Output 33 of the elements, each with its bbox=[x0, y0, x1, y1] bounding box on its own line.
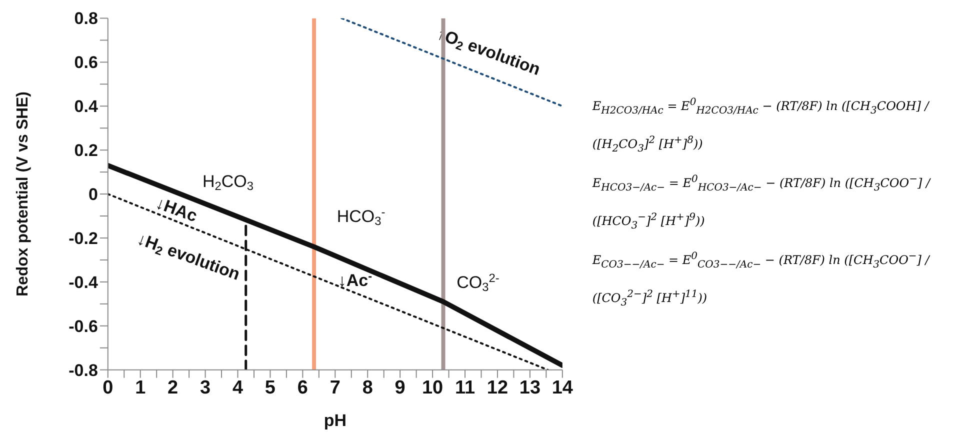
x-tick-label: 12 bbox=[486, 377, 508, 398]
line-series bbox=[108, 162, 562, 368]
y-tick-label: 0.8 bbox=[74, 9, 98, 28]
text: E$_{CO3−−/Ac−}$ = E$^{0}$$_{CO3−−/Ac−}$ − (RT/8F) ln ([CH$_{3}$COO$^{−}$] / ([CO$_{3}$$^{2−}$]$^{2}$ [H$^{+}$]$^{11}$)) bbox=[592, 250, 930, 308]
x-tick-label: 9 bbox=[394, 377, 406, 398]
y-tick-label: 0 bbox=[88, 185, 98, 204]
y-tick-label: 0.4 bbox=[74, 97, 98, 116]
x-tick-label: 14 bbox=[552, 377, 574, 398]
x-tick-label: 8 bbox=[362, 377, 373, 398]
x-tick-label: 4 bbox=[232, 377, 244, 398]
x-tick-label: 7 bbox=[330, 377, 340, 398]
x-tick-label: 5 bbox=[264, 377, 276, 398]
x-tick-label: 6 bbox=[297, 377, 308, 398]
x-tick-label: 0 bbox=[102, 377, 114, 398]
x-tick-label: 11 bbox=[454, 377, 476, 398]
x-tick-label: 13 bbox=[519, 377, 540, 398]
x-tick-label: 2 bbox=[168, 377, 178, 398]
y-tick-label: -0.4 bbox=[68, 272, 98, 292]
y-axis-title: Redox potential (V vs SHE) bbox=[14, 92, 32, 297]
y-tick-label: 0.6 bbox=[74, 53, 98, 72]
x-tick-label: 10 bbox=[422, 377, 444, 398]
text: E$_{HCO3−/Ac−}$ = E$^{0}$$_{HCO3−/Ac−}$ − (RT/8F) ln ([CH$_{3}$COO$^{−}$] / ([HCO$_{3}$$^{−}$]$^{2}$ [H$^{+}$]$^{9}$)) bbox=[592, 174, 930, 232]
x-tick-label: 3 bbox=[200, 377, 211, 398]
y-tick-label: -0.8 bbox=[68, 360, 98, 380]
x-axis-title: pH bbox=[324, 410, 346, 430]
y-tick-label: -0.6 bbox=[68, 316, 98, 336]
x-tick-label: 1 bbox=[135, 377, 146, 398]
annotation: ↓HAc bbox=[153, 194, 200, 226]
y-tick-label: -0.2 bbox=[68, 229, 98, 248]
annotation: H$_{2}$CO$_{3}$ bbox=[202, 172, 254, 193]
y-tick-label: 0.2 bbox=[74, 141, 98, 160]
annotation: ↓Ac$^{-}$ bbox=[338, 268, 372, 290]
text: E$_{H2CO3/HAc}$ = E$^{0}$$_{H2CO3/HAc}$ − (RT/8F) ln ([CH$_{3}$COOH] / ([H$_{2}$CO$_{3}$]$^{2}$ [H$^{+}$]$^{8}$)) bbox=[592, 97, 929, 155]
